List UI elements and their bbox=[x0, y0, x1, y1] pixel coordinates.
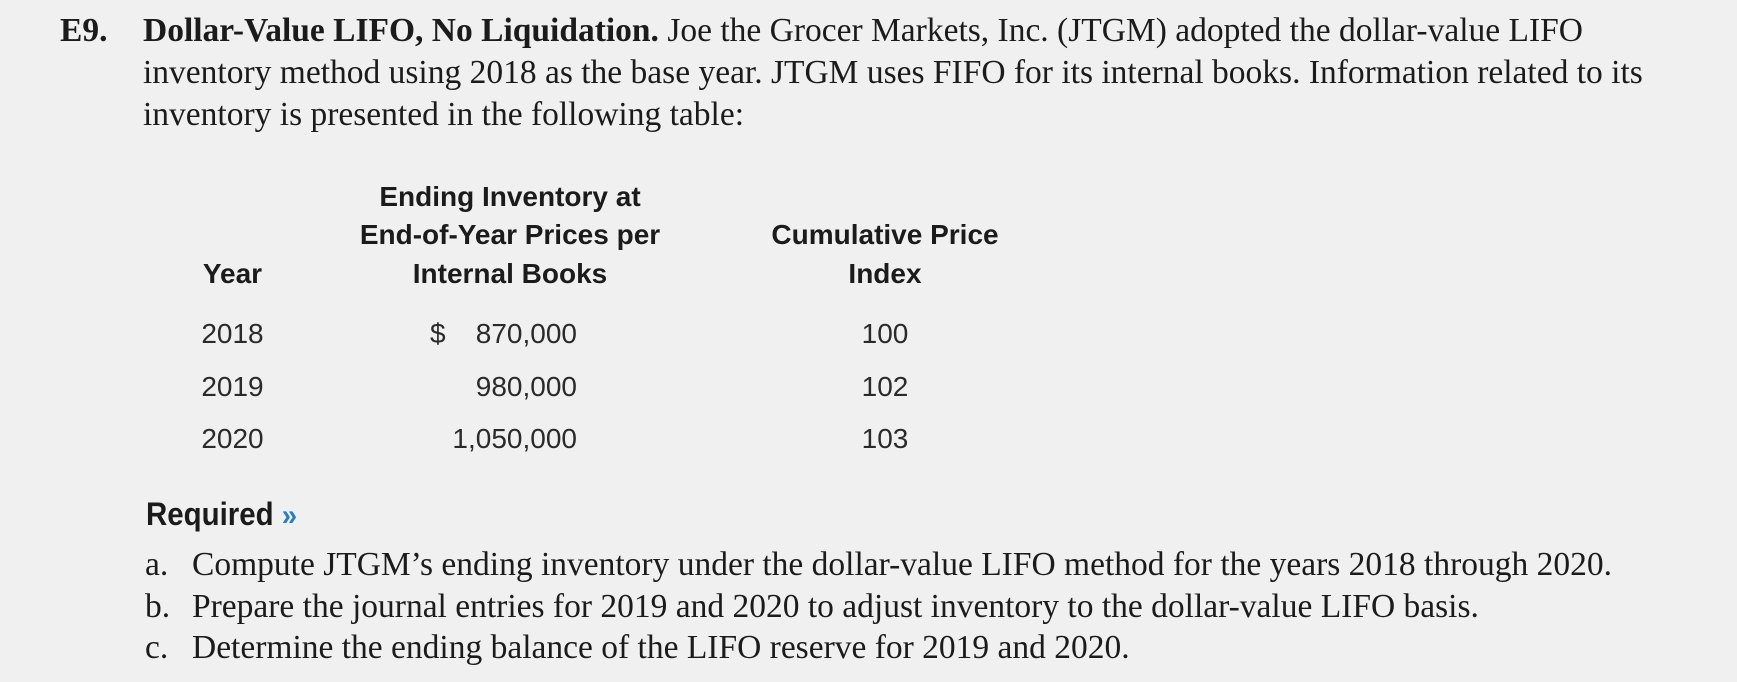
header-inventory-line2: End-of-Year Prices per bbox=[359, 219, 661, 250]
chevron-right-icon: » bbox=[281, 499, 298, 532]
problem-title: Dollar-Value LIFO, No Liquidation. bbox=[143, 12, 659, 49]
row-2019-year: 2019 bbox=[201, 371, 264, 402]
required-item-letter: a. bbox=[145, 546, 169, 583]
row-2019-index: 102 bbox=[861, 371, 909, 402]
required-item-text: Prepare the journal entries for 2019 and… bbox=[192, 588, 1479, 625]
required-label: Required bbox=[146, 496, 274, 532]
required-item-text: Determine the ending balance of the LIFO… bbox=[192, 629, 1130, 666]
required-item-letter: c. bbox=[145, 629, 169, 666]
header-year: Year bbox=[202, 258, 263, 289]
problem-text: Dollar-Value LIFO, No Liquidation. Joe t… bbox=[143, 10, 1683, 136]
required-item-a: a. Compute JTGM’s ending inventory under … bbox=[145, 544, 1612, 586]
problem-body: Joe the Grocer Markets, Inc. (JTGM) adop… bbox=[143, 12, 1643, 133]
required-item-letter: b. bbox=[145, 588, 171, 625]
problem-number: E9. bbox=[60, 12, 108, 49]
required-heading: Required » bbox=[146, 494, 297, 536]
problem-statement: E9. Dollar-Value LIFO, No Liquidation. J… bbox=[60, 10, 1720, 136]
header-inventory-line3: Internal Books bbox=[412, 258, 608, 289]
required-item-b: b. Prepare the journal entries for 2019 a… bbox=[145, 586, 1479, 628]
row-2018-year: 2018 bbox=[201, 318, 264, 349]
row-2019-inventory: 980,000 bbox=[475, 371, 577, 402]
row-2018-index: 100 bbox=[861, 318, 909, 349]
row-2020-year: 2020 bbox=[201, 423, 264, 454]
header-inventory-line1: Ending Inventory at bbox=[379, 181, 641, 212]
header-index-line1: Cumulative Price bbox=[771, 219, 999, 250]
row-2018-inventory: 870,000 bbox=[475, 318, 577, 349]
header-index-line2: Index bbox=[848, 258, 922, 289]
required-item-c: c. Determine the ending balance of the LI… bbox=[145, 627, 1130, 669]
row-2020-inventory: 1,050,000 bbox=[452, 423, 577, 454]
currency-symbol: $ bbox=[430, 318, 446, 349]
required-item-text: Compute JTGM’s ending inventory under th… bbox=[192, 546, 1613, 583]
row-2020-index: 103 bbox=[861, 423, 909, 454]
